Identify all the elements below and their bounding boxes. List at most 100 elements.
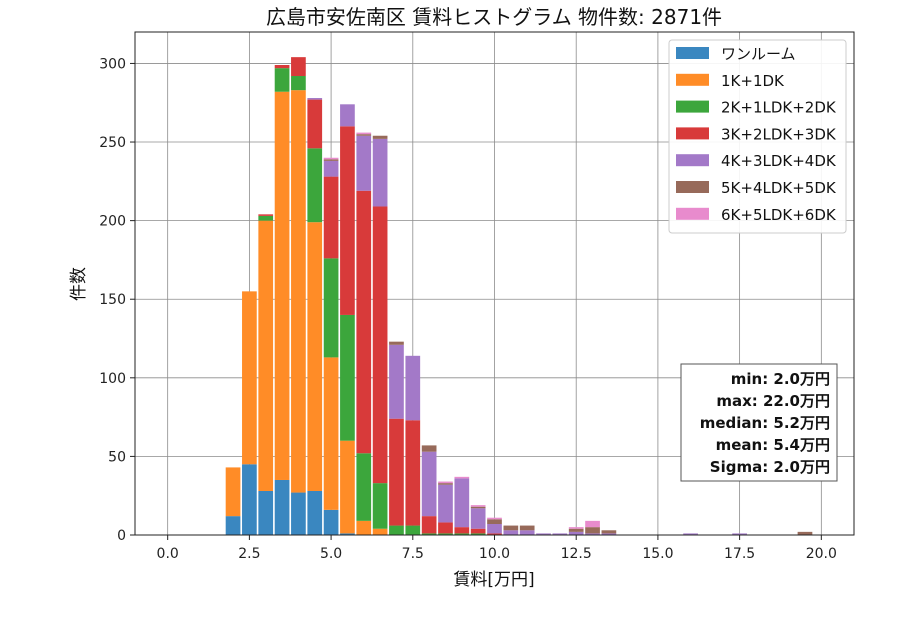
bar-segment (438, 522, 453, 534)
bars (225, 57, 813, 535)
x-tick-label: 2.5 (238, 546, 260, 562)
bar-segment (438, 481, 453, 484)
bar-segment (454, 527, 470, 534)
bar-segment (340, 440, 355, 534)
bar-segment (454, 476, 470, 479)
bar-segment (372, 528, 388, 535)
bar-segment (568, 527, 584, 529)
bar-segment (519, 525, 535, 531)
bar-segment (323, 357, 339, 510)
bar-segment (307, 148, 323, 223)
x-tick-label: 12.5 (561, 546, 592, 562)
bar-segment (372, 483, 388, 529)
bar-segment (470, 505, 486, 507)
bar-segment (372, 206, 388, 484)
bar-segment (258, 215, 274, 221)
y-axis-label: 件数 (69, 267, 89, 301)
legend-swatch (676, 73, 709, 86)
stats-box-frame (680, 363, 838, 482)
y-tick-label: 100 (99, 371, 126, 387)
bar-segment (421, 516, 437, 534)
bar-segment (389, 525, 404, 535)
bar-segment (601, 530, 617, 534)
stats-mean: mean: 5.4万円 (716, 436, 830, 454)
bar-segment (601, 533, 617, 535)
bar-segment (519, 530, 535, 535)
bar-segment (291, 57, 306, 77)
bar-segment (487, 533, 502, 535)
legend-swatch (676, 100, 709, 113)
bar-segment (405, 355, 421, 421)
bar-segment (797, 531, 813, 535)
bar-segment (389, 341, 404, 345)
bar-segment (568, 528, 584, 532)
bar-segment (307, 490, 323, 535)
bar-segment (470, 506, 486, 509)
bar-segment (487, 519, 502, 524)
bar-segment (405, 525, 421, 535)
x-tick-label: 17.5 (724, 546, 755, 562)
legend-swatch (676, 154, 709, 167)
legend-label: ワンルーム (721, 45, 796, 63)
bar-segment (372, 138, 388, 207)
bar-segment (585, 533, 600, 535)
bar-segment (225, 516, 241, 535)
bar-segment (291, 90, 306, 493)
bar-segment (421, 445, 437, 452)
stats-max: max: 22.0万円 (716, 392, 830, 410)
legend-label: 5K+4LDK+5DK (721, 179, 837, 197)
bar-segment (323, 157, 339, 160)
legend-swatch (676, 207, 709, 220)
bar-segment (454, 533, 470, 535)
legend-label: 2K+1LDK+2DK (721, 99, 837, 117)
bar-segment (683, 533, 698, 535)
bar-segment (307, 99, 323, 149)
bar-segment (356, 190, 372, 454)
bar-segment (454, 478, 470, 528)
y-tick-label: 50 (108, 449, 126, 465)
bar-segment (323, 160, 339, 177)
legend-label: 1K+1DK (721, 72, 785, 90)
bar-segment (568, 531, 584, 535)
bar-segment (258, 220, 274, 491)
bar-segment (470, 508, 486, 529)
bar-segment (438, 533, 453, 535)
bar-segment (421, 451, 437, 517)
bar-segment (503, 530, 519, 535)
bar-segment (274, 68, 290, 92)
bar-segment (356, 520, 372, 535)
bar-segment (242, 291, 257, 465)
bar-segment (274, 91, 290, 480)
x-tick-label: 15.0 (642, 546, 673, 562)
stats-sigma: Sigma: 2.0万円 (710, 458, 830, 476)
bar-segment (503, 525, 519, 531)
bar-segment (732, 533, 747, 535)
stats-min: min: 2.0万円 (731, 370, 830, 388)
legend-swatch (676, 181, 709, 193)
bar-segment (552, 533, 568, 535)
bar-segment (307, 98, 323, 100)
y-tick-label: 0 (117, 528, 126, 544)
bar-segment (389, 418, 404, 526)
bar-segment (307, 222, 323, 491)
bar-segment (242, 464, 257, 535)
y-tick-label: 300 (99, 56, 126, 72)
legend-swatch (676, 127, 709, 140)
bar-segment (536, 533, 551, 535)
bar-segment (258, 490, 274, 535)
bar-segment (356, 134, 372, 136)
bar-segment (258, 214, 274, 216)
bar-segment (340, 126, 355, 315)
bar-segment (356, 135, 372, 191)
bar-segment (291, 76, 306, 91)
y-tick-label: 150 (99, 292, 126, 308)
legend-swatch (676, 47, 709, 59)
x-axis-label: 賃料[万円] (453, 570, 534, 590)
y-axis-ticks: 0 50 100 150 200 250 300 (99, 56, 135, 544)
bar-segment (421, 533, 437, 535)
y-tick-label: 200 (99, 214, 126, 230)
bar-segment (389, 344, 404, 419)
y-tick-label: 250 (99, 135, 126, 151)
x-tick-label: 10.0 (479, 546, 510, 562)
bar-segment (356, 453, 372, 521)
